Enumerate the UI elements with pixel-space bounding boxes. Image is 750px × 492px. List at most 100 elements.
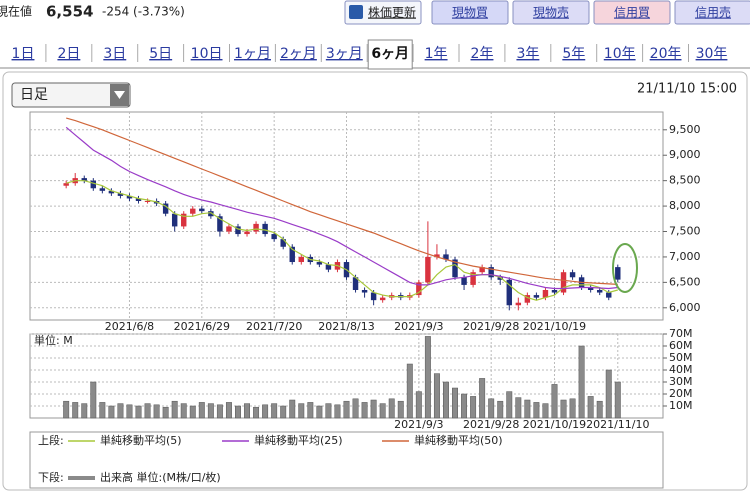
tab[interactable]: 2ヶ月 [280,46,317,62]
x-tick-label: 2021/7/20 [246,320,302,333]
volume-bar [153,404,160,419]
volume-bar [397,400,404,419]
candle-body [325,264,332,270]
tab[interactable]: 20年 [650,46,682,62]
candle-body [208,211,214,217]
candle-body [90,180,97,189]
volume-bar [560,399,567,419]
tab[interactable]: 2年 [471,46,494,62]
dropdown-label: 日足 [20,87,48,103]
legend-upper: 上段: [38,433,64,447]
candle-body [217,216,223,232]
tab[interactable]: 2日 [57,46,80,62]
y-tick-label: 30M [669,375,693,388]
volume-bar [569,398,576,419]
candle-body [434,254,440,257]
tab[interactable]: 10日 [191,46,223,62]
candle-body [497,277,503,280]
volume-bar [144,403,151,419]
volume-bar [298,403,305,419]
candle-body [425,256,431,283]
candle-body [533,295,540,298]
volume-bar [470,396,477,419]
header-button[interactable] [674,0,750,25]
volume-bar [235,405,241,419]
tab[interactable]: 1年 [425,46,448,62]
tab[interactable]: 10年 [604,46,636,62]
candle-body [162,203,169,214]
candle-body [235,226,241,235]
volume-bar [171,400,178,419]
header-button-label: 現物買 [452,6,488,20]
tab-active [367,39,413,70]
tab[interactable]: 5日 [149,46,172,62]
candle-body [144,200,151,202]
volume-bar [135,405,142,419]
x-tick-label: 2021/6/8 [105,320,154,333]
volume-bar [479,378,486,419]
legend-label: 出来高 単位:(M株/口/枚) [100,470,221,484]
candle-body [352,277,359,290]
candle-body [253,223,259,232]
header-button[interactable] [344,0,422,25]
volume-bar [515,397,522,419]
dropdown[interactable] [11,82,131,108]
volume-bar [207,403,214,419]
legend-label: 単純移動平均(50) [414,433,503,447]
x-tick-label: 2021/9/3 [394,320,443,333]
candle-body [280,239,286,247]
volume-bar [180,403,187,419]
x-tick-label: 2021/9/28 [463,418,519,431]
candle-body [479,267,485,273]
y-tick-label: 6,000 [669,301,701,314]
y-tick-label: 8,000 [669,199,701,212]
candle-body [416,282,422,296]
y-tick-label: 9,500 [669,123,701,136]
tab[interactable]: 3ヶ月 [326,46,363,62]
volume-bar [551,384,558,419]
candle-body [615,267,621,280]
y-tick-label: 70M [669,327,693,340]
candle-body [506,279,512,306]
volume-bar [524,399,531,419]
candle-body [99,188,106,191]
volume-bar [370,399,377,419]
legend-label: 単純移動平均(25) [254,433,343,447]
volume-bar [361,402,368,419]
volume-bar [198,402,205,419]
header-button[interactable] [512,0,590,25]
candle-body [470,272,476,285]
legend-label: 単純移動平均(5) [100,433,182,447]
price: 6,554 [46,3,93,21]
candle-body [542,289,549,298]
volume-bar [343,400,350,419]
volume-bar [225,402,232,419]
y-tick-label: 60M [669,339,693,352]
tab[interactable]: 1日 [12,46,35,62]
candle-body [81,178,87,181]
y-tick-label: 6,500 [669,275,701,288]
candle-body [560,272,567,293]
tab[interactable]: 30年 [696,46,728,62]
y-tick-label: 7,500 [669,225,701,238]
legend-lower: 下段: [38,470,64,484]
header-button-label: 信用売 [695,5,731,20]
volume-bar [379,403,386,419]
volume-bar [506,391,513,419]
candle-body [370,292,377,301]
candle-body [135,198,142,201]
volume-bar [99,402,106,419]
header-button[interactable] [593,0,671,25]
volume-bar [424,336,431,419]
header-button[interactable] [431,0,509,25]
tab[interactable]: 1ヶ月 [234,46,271,62]
tab[interactable]: 6ヶ月 [371,46,409,62]
y-tick-label: 40M [669,363,693,376]
tab[interactable]: 3年 [516,46,539,62]
candle-body [316,262,323,265]
volume-bar [316,405,323,419]
volume-bar [162,406,169,419]
tab[interactable]: 3日 [103,46,126,62]
tab[interactable]: 5年 [562,46,585,62]
